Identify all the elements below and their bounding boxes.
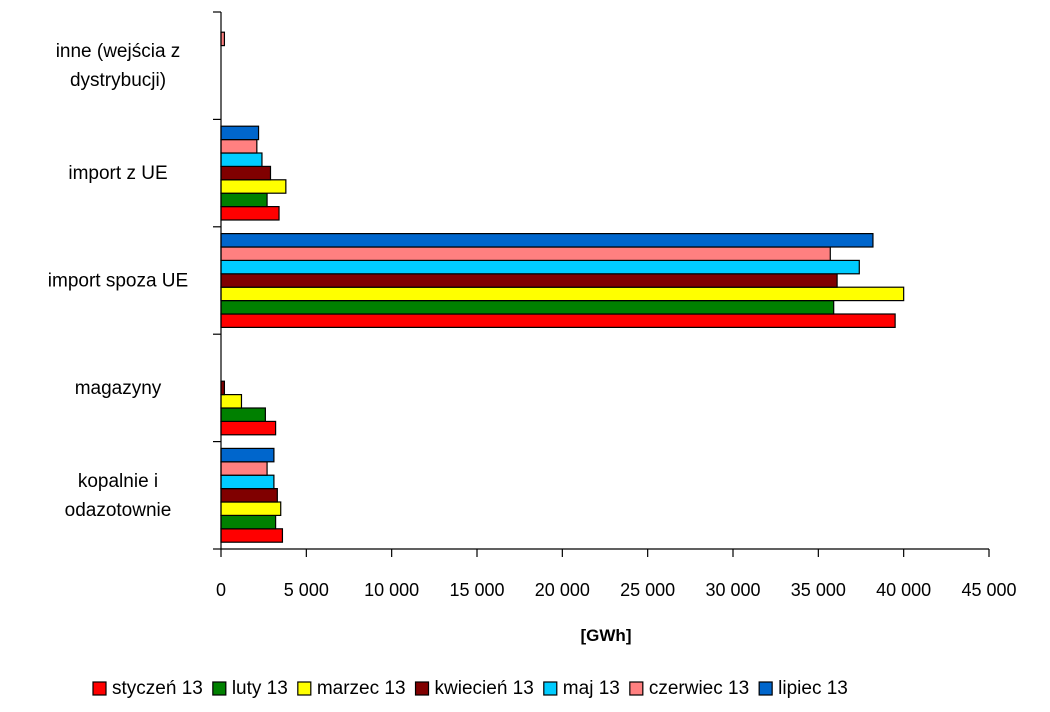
bar-czerwiec-13-cat-2 [220,246,831,261]
bar-luty-13-cat-1 [220,407,266,422]
category-label: import spoza UE [48,271,188,292]
bar-marzec-13-cat-0 [220,501,282,516]
bar-kwiecien-13-cat-2 [220,273,838,288]
category-label: kopalnie i [78,471,158,492]
category-label: odazotownie [65,500,172,521]
bar-czerwiec-13-cat-3 [220,139,258,154]
bar-czerwiec-13-cat-0 [220,461,268,476]
x-tick-label: 35 000 [791,580,846,600]
bar-styczen-13-cat-2 [220,313,896,328]
legend-label-lipiec-13: lipiec 13 [778,678,848,699]
bar-maj-13-cat-2 [220,259,860,275]
category-label: dystrybucji) [70,70,166,91]
legend-swatch-czerwiec-13 [629,681,644,696]
legend-swatch-maj-13 [543,681,558,696]
bar-lipiec-13-cat-2 [220,233,874,248]
bar-styczen-13-cat-1 [220,420,277,436]
x-tick-label: 20 000 [535,580,590,600]
bars-group [220,31,905,543]
bar-lipiec-13-cat-3 [220,125,260,141]
legend-label-styczen-13: styczeń 13 [112,678,203,699]
x-tick-label: 30 000 [705,580,760,600]
labels-group: 0 5 000 10 000 15 000 20 000 25 000 30 000 35 0… [48,41,1017,600]
legend-label-czerwiec-13: czerwiec 13 [649,678,749,699]
bar-marzec-13-cat-3 [220,179,287,194]
legend-label-marzec-13: marzec 13 [317,678,406,699]
bar-kwiecien-13-cat-3 [220,165,272,181]
x-tick-label: 40 000 [876,580,931,600]
legend-label-kwiecien-13: kwiecień 13 [435,678,534,699]
bar-marzec-13-cat-2 [220,286,905,302]
x-axis-title: [GWh] [581,626,632,645]
legend-swatch-marzec-13 [297,681,312,696]
axes-group [213,11,990,557]
category-label: magazyny [75,378,162,399]
bar-kwiecien-13-cat-0 [220,488,278,503]
bar-luty-13-cat-2 [220,300,835,315]
legend-swatch-styczen-13 [92,681,107,696]
bar-styczen-13-cat-3 [220,206,280,221]
bar-lipiec-13-cat-0 [220,447,275,463]
x-tick-label: 10 000 [364,580,419,600]
bar-maj-13-cat-3 [220,152,263,167]
bar-luty-13-cat-0 [220,514,277,530]
x-tick-label: 0 [216,580,226,600]
legend-swatch-kwiecien-13 [414,681,430,696]
bar-marzec-13-cat-1 [220,394,243,409]
x-tick-label: 45 000 [961,580,1016,600]
bar-luty-13-cat-3 [220,192,268,208]
legend: styczeń 13 luty 13 marzec 13 kwiecień 13 maj… [92,678,848,699]
legend-label-luty-13: luty 13 [232,678,288,699]
legend-swatch-luty-13 [212,681,227,696]
bar-styczen-13-cat-0 [220,528,284,543]
x-tick-label: 25 000 [620,580,675,600]
bar-maj-13-cat-0 [220,474,275,490]
x-tick-label: 15 000 [449,580,504,600]
legend-swatch-lipiec-13 [758,681,773,696]
legend-label-maj-13: maj 13 [563,678,620,699]
x-tick-label: 5 000 [284,580,329,600]
category-label: inne (wejścia z [56,41,181,62]
category-label: import z UE [68,163,167,184]
